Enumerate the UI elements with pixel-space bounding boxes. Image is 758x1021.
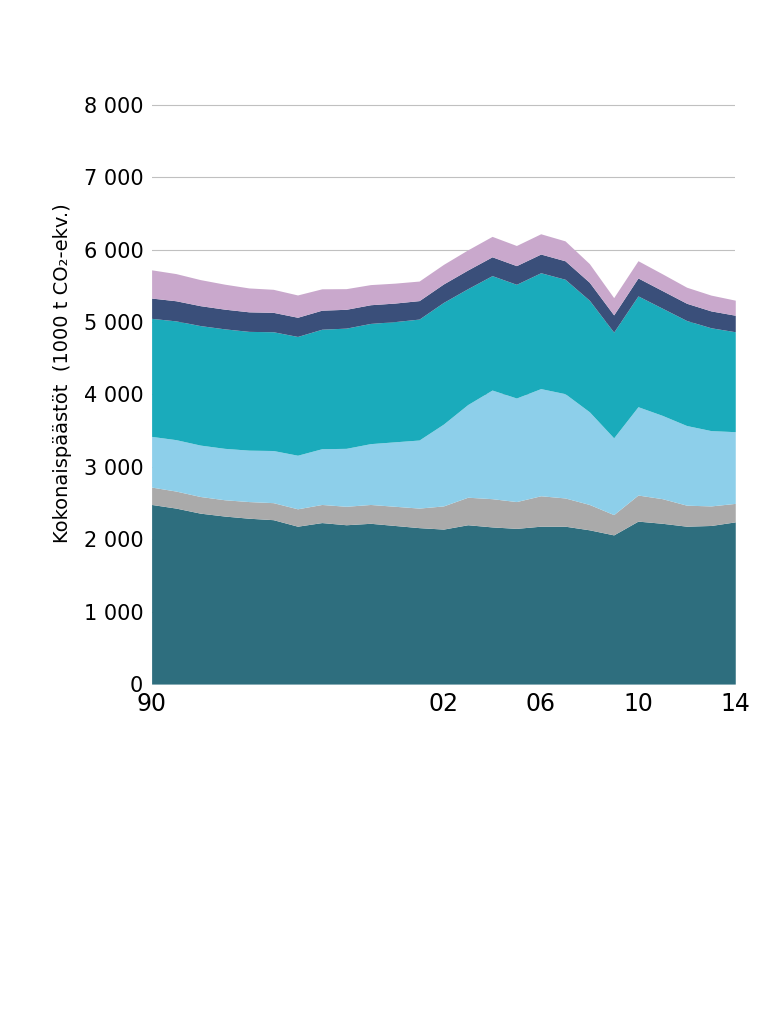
Y-axis label: Kokonaispäästöt  (1000 t CO₂-ekv.): Kokonaispäästöt (1000 t CO₂-ekv.) — [53, 203, 73, 542]
